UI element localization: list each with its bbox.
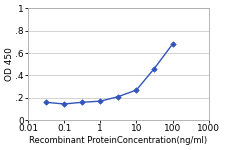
Y-axis label: OD 450: OD 450	[5, 47, 14, 81]
X-axis label: Recombinant ProteinConcentration(ng/ml): Recombinant ProteinConcentration(ng/ml)	[29, 136, 207, 145]
